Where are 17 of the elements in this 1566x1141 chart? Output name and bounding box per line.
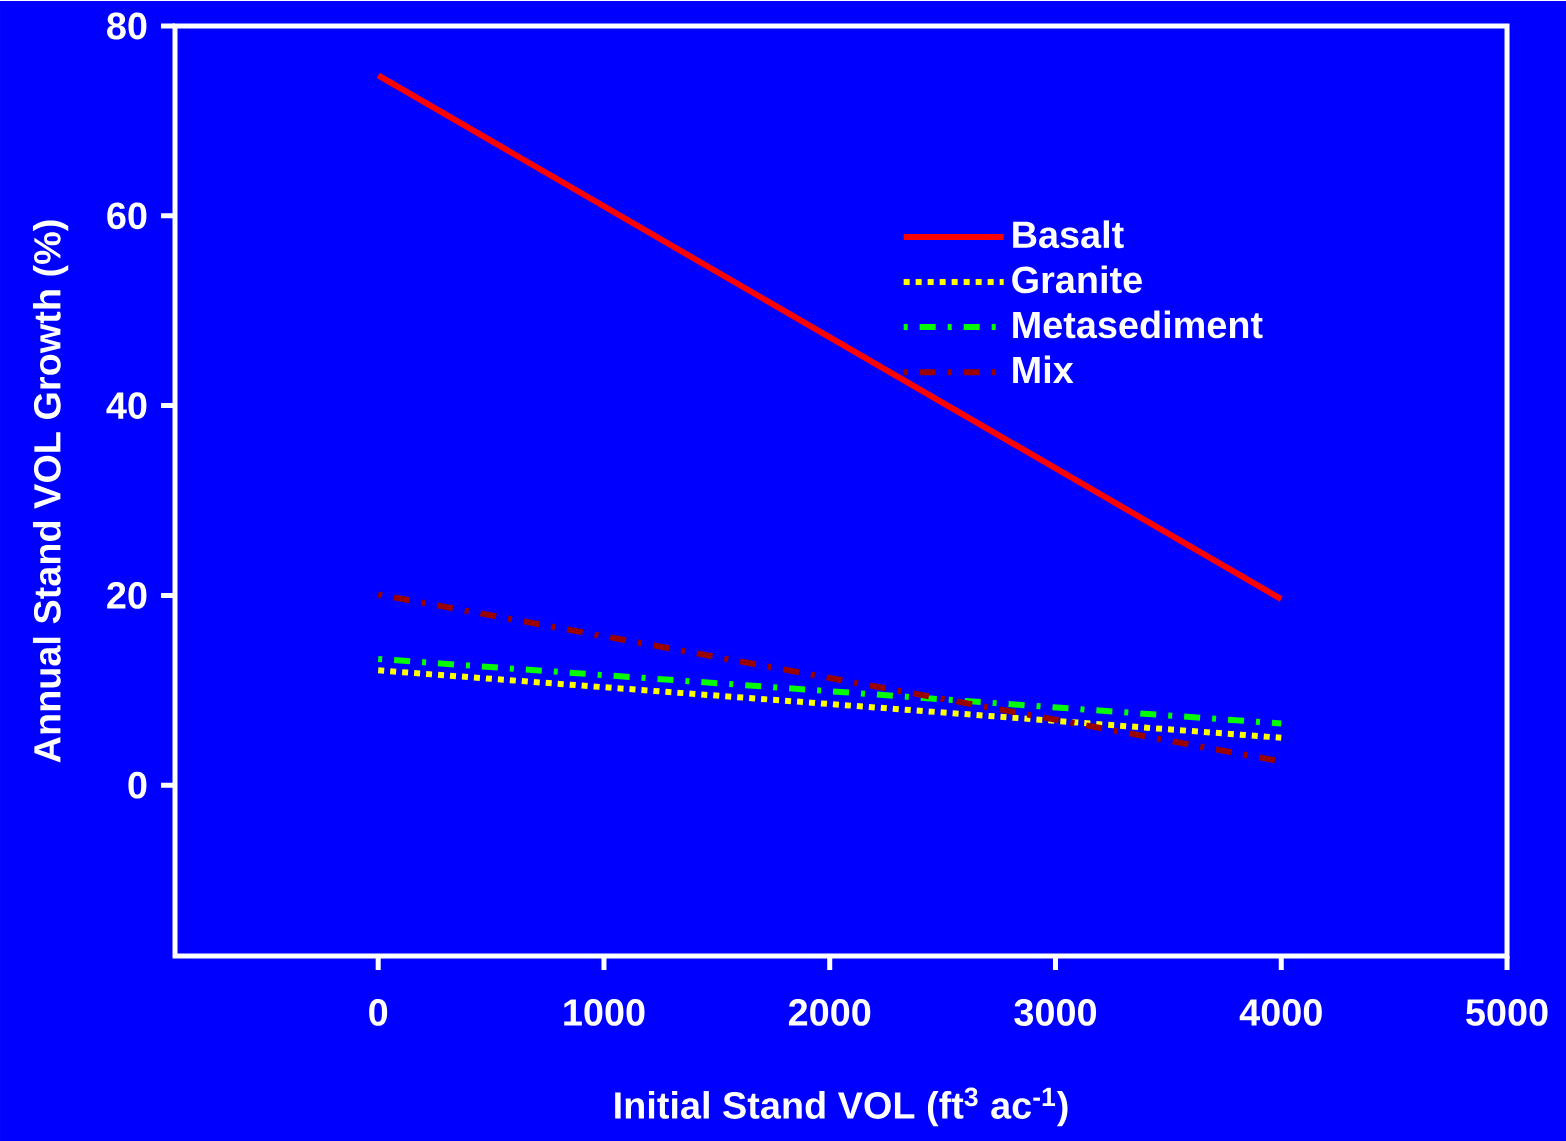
legend-label: Mix xyxy=(1013,355,1074,384)
y-axis-title: Annual Stand VOL Growth (%) xyxy=(32,220,69,763)
x-tick-label: 3000 xyxy=(1014,999,1097,1026)
y-tick-label: 20 xyxy=(107,581,147,609)
y-tick-label: 80 xyxy=(107,12,147,40)
legend-label: Granite xyxy=(1012,265,1142,294)
legend-label: Metasediment xyxy=(1013,310,1263,339)
legend-label: Basalt xyxy=(1013,220,1124,249)
x-tick-label: 5000 xyxy=(1466,999,1548,1026)
x-tick-label: 2000 xyxy=(788,999,871,1026)
y-tick-label: 40 xyxy=(106,392,147,420)
x-tick-label: 4000 xyxy=(1239,999,1322,1026)
x-axis-title: Initial Stand VOL (ft$^{3}$ ac$^{-1}$) xyxy=(615,1087,1068,1127)
x-tick-label: 0 xyxy=(369,999,388,1026)
x-tick-label: 1000 xyxy=(564,999,645,1026)
y-tick-label: 0 xyxy=(128,771,147,799)
y-tick-label: 60 xyxy=(107,202,147,230)
